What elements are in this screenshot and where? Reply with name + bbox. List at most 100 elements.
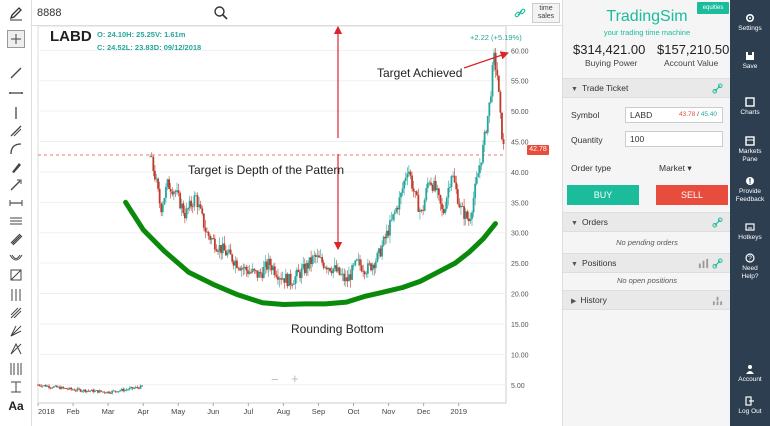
symbol-field[interactable]: LABD (625, 107, 723, 123)
x-tick-label: May (171, 407, 185, 416)
trend-line-icon[interactable] (7, 64, 25, 82)
quantity-field[interactable]: 100 (625, 131, 723, 147)
curve-icon[interactable] (7, 140, 25, 158)
buy-button[interactable]: BUY (567, 185, 639, 205)
candle-body (423, 200, 426, 211)
brush-icon[interactable] (7, 158, 25, 176)
no-orders-message: No pending orders (616, 238, 678, 247)
brand-tagline: your trading time machine (603, 28, 691, 37)
candle-body (86, 390, 88, 392)
candle-body (283, 278, 286, 283)
buying-power-value: $314,421.00 (573, 42, 646, 57)
candle-body (248, 271, 251, 274)
link-icon[interactable] (712, 217, 723, 228)
zoom-out-button[interactable]: − (271, 372, 279, 387)
candle-body (486, 115, 489, 133)
candle-body (412, 188, 415, 192)
candle-body (355, 259, 358, 261)
candle-body (247, 270, 249, 274)
parallel-lines-icon[interactable] (7, 212, 25, 230)
chart-canvas[interactable]: 60.00 55.00 50.00 45.00 40.00 35.00 30.00 25.00… (32, 26, 562, 426)
history-header[interactable]: ▶ History (563, 290, 731, 310)
candle-body (74, 390, 77, 392)
chevron-right-icon: ▶ (571, 298, 577, 305)
nav-account[interactable]: Account (730, 364, 770, 384)
date-range-icon[interactable] (7, 378, 25, 396)
candle-body (131, 387, 134, 389)
x-tick-label: 2018 (38, 407, 55, 416)
candle-body (477, 173, 480, 178)
time-sales-label-1: time (539, 5, 553, 12)
time-sales-button[interactable]: time sales (532, 3, 560, 23)
trade-ticket-header[interactable]: ▼ Trade Ticket (563, 78, 731, 98)
equities-badge[interactable]: equities (697, 2, 729, 14)
candle-body (360, 265, 363, 272)
gann-icon[interactable] (7, 266, 25, 284)
price-chart[interactable]: 60.00 55.00 50.00 45.00 40.00 35.00 30.00 25.00… (32, 26, 562, 426)
history-grid-icon[interactable] (712, 295, 723, 306)
candle-body (480, 162, 483, 166)
ray-icon[interactable] (7, 122, 25, 140)
fib-retracement-icon[interactable] (7, 230, 25, 248)
quantity-field-value: 100 (630, 134, 645, 144)
positions-header[interactable]: ▼ Positions (563, 253, 731, 273)
x-tick-label: Nov (382, 407, 396, 416)
fan-icon[interactable] (7, 322, 25, 340)
candle-body (460, 205, 462, 208)
candle-body (196, 195, 199, 208)
horizontal-line-icon[interactable] (7, 84, 25, 102)
candle-body (209, 235, 212, 240)
candle-body (158, 188, 161, 204)
order-type-select[interactable]: Market ▾ (659, 163, 692, 173)
candle-body (280, 278, 283, 280)
candle-body (223, 243, 226, 251)
candle-body (206, 231, 208, 233)
candle-body (202, 213, 205, 228)
nav-help[interactable]: ? Need Help? (730, 253, 770, 281)
nav-markets-pane[interactable]: Markets Pane (730, 136, 770, 164)
nav-hotkeys[interactable]: Hotkeys (730, 222, 770, 242)
x-tick-label: Jun (207, 407, 219, 416)
sell-button[interactable]: SELL (656, 185, 728, 205)
arc-icon[interactable] (7, 248, 25, 266)
save-icon (746, 52, 754, 60)
vertical-line-icon[interactable] (7, 104, 25, 122)
pitchfork-icon[interactable] (7, 304, 25, 322)
link-icon[interactable] (514, 7, 526, 19)
nav-settings[interactable]: Settings (730, 13, 770, 33)
candle-body (351, 265, 354, 280)
arrow-line-icon[interactable] (7, 176, 25, 194)
candle-body (60, 386, 63, 390)
candle-body (363, 271, 366, 275)
triangle-icon[interactable] (7, 340, 25, 358)
pencil-icon[interactable] (7, 4, 25, 22)
bid-price: 43.78 (679, 111, 696, 118)
channel-icon[interactable] (7, 286, 25, 304)
text-tool-icon[interactable]: Aa (8, 399, 24, 413)
cycle-lines-icon[interactable] (7, 360, 25, 378)
candle-body (112, 390, 115, 392)
current-price-tag: 42.78 (527, 145, 549, 155)
link-icon[interactable] (712, 83, 723, 94)
candle-body (41, 385, 44, 387)
measure-icon[interactable] (7, 194, 25, 212)
candle-body (176, 190, 178, 192)
candle-body (193, 195, 196, 207)
link-icon[interactable] (712, 258, 723, 269)
search-input[interactable] (37, 4, 203, 22)
candle-body (115, 391, 118, 393)
bar-chart-icon[interactable] (698, 258, 709, 269)
zoom-in-button[interactable]: + (291, 371, 299, 386)
nav-save[interactable]: Save (730, 51, 770, 71)
orders-header[interactable]: ▼ Orders (563, 212, 731, 232)
candle-body (490, 96, 492, 103)
candle-body (93, 390, 96, 393)
search-icon[interactable] (213, 5, 229, 21)
nav-charts[interactable]: Charts (730, 97, 770, 117)
candle-body (198, 204, 200, 208)
nav-feedback[interactable]: Provide Feedback (730, 176, 770, 204)
nav-logout[interactable]: Log Out (730, 396, 770, 416)
ohlc-line-1: O: 24.10H: 25.25V: 1.61m (97, 30, 186, 39)
x-tick-label: Apr (137, 407, 149, 416)
crosshair-icon[interactable] (7, 30, 25, 48)
